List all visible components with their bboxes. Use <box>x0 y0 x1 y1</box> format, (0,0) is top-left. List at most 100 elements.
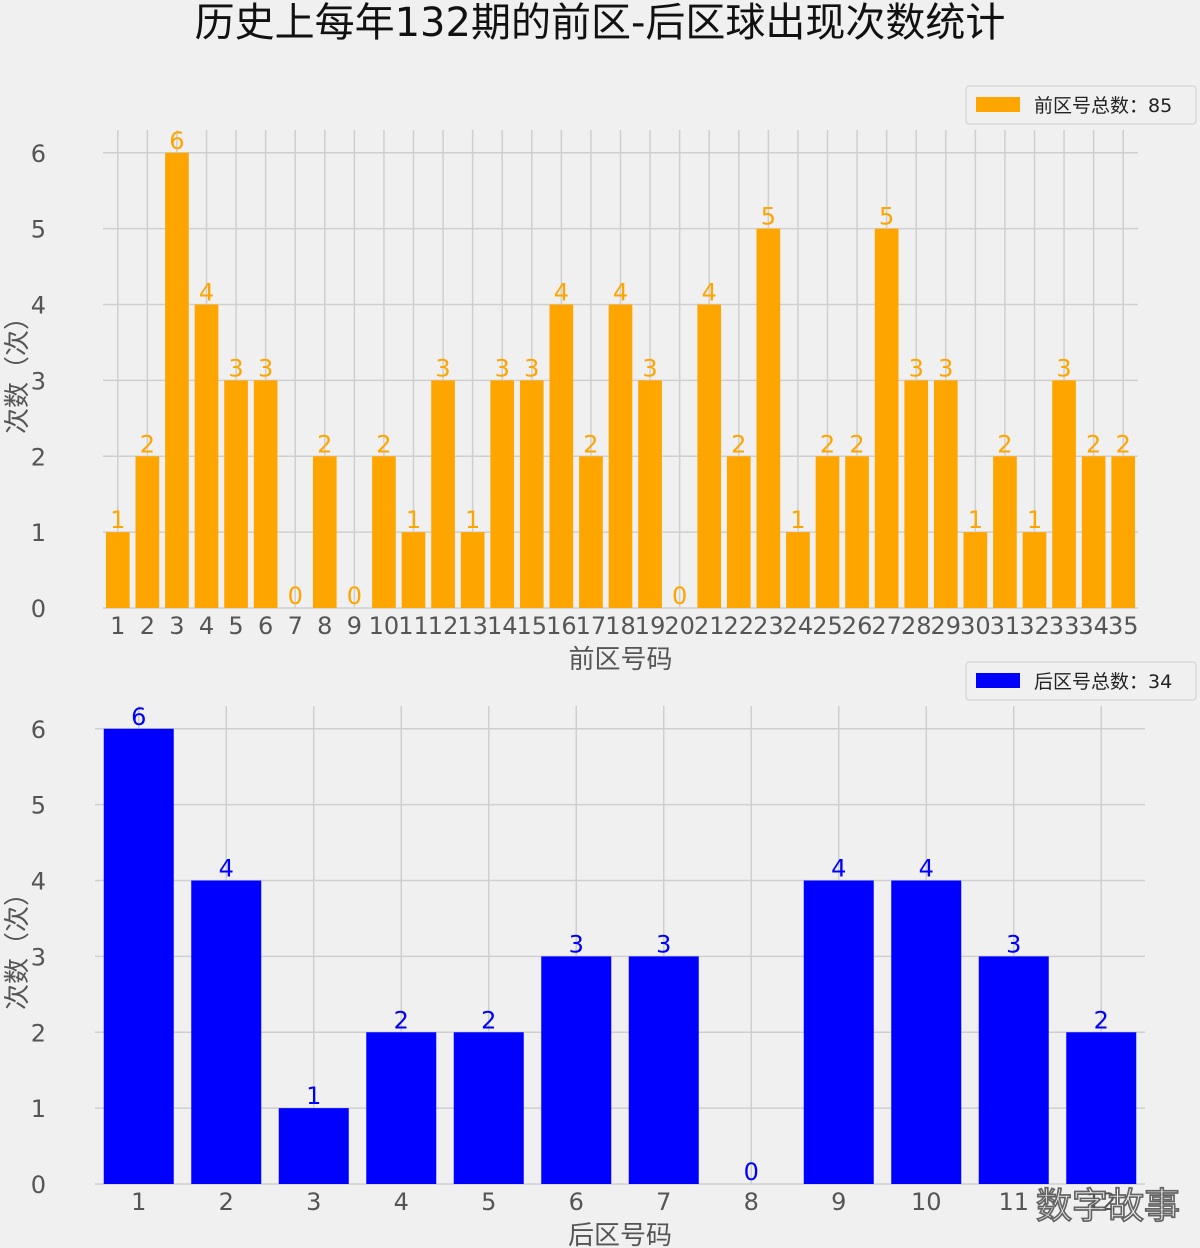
bar-value-label: 3 <box>642 354 657 382</box>
bar <box>579 456 603 608</box>
bar-value-label: 2 <box>997 430 1012 458</box>
x-tick-label: 24 <box>783 612 814 640</box>
bar-value-label: 4 <box>219 855 234 883</box>
bar-value-label: 4 <box>554 279 569 307</box>
x-tick-label: 32 <box>1019 612 1050 640</box>
x-tick-label: 10 <box>369 612 400 640</box>
x-tick-label: 1 <box>131 1188 146 1216</box>
y-axis-label: 次数（次） <box>3 880 33 1010</box>
y-tick-label: 2 <box>31 1019 46 1047</box>
bar-value-label: 1 <box>306 1082 321 1110</box>
x-tick-label: 4 <box>394 1188 409 1216</box>
bar-value-label: 2 <box>1086 430 1101 458</box>
x-tick-label: 23 <box>753 612 784 640</box>
bar <box>165 152 189 608</box>
bar-value-label: 1 <box>968 506 983 534</box>
x-tick-label: 26 <box>842 612 873 640</box>
y-tick-label: 0 <box>31 1171 46 1199</box>
bar-value-label: 6 <box>169 127 184 155</box>
bar <box>431 380 455 608</box>
bar-value-label: 3 <box>228 354 243 382</box>
x-tick-label: 14 <box>487 612 518 640</box>
x-tick-label: 8 <box>744 1188 759 1216</box>
bar-value-label: 2 <box>394 1006 409 1034</box>
x-tick-label: 13 <box>457 612 488 640</box>
bar <box>978 956 1049 1184</box>
bar <box>1111 456 1136 608</box>
bar <box>453 1032 524 1184</box>
bar <box>105 532 130 608</box>
bar <box>1022 532 1047 608</box>
bar-value-label: 2 <box>731 430 746 458</box>
bar-value-label: 2 <box>1094 1006 1109 1034</box>
bar-value-label: 3 <box>938 354 953 382</box>
x-tick-label: 11 <box>398 612 429 640</box>
bar <box>891 880 962 1184</box>
chart-title: 历史上每年132期的前区-后区球出现次数统计 <box>195 0 1006 46</box>
bar <box>541 956 612 1184</box>
legend-box <box>965 85 1197 125</box>
bar <box>697 304 722 608</box>
bar-value-label: 2 <box>583 430 598 458</box>
bar-value-label: 3 <box>909 354 924 382</box>
bar <box>933 380 958 608</box>
legend-label: 前区号总数：85 <box>1034 95 1172 117</box>
y-tick-label: 6 <box>31 140 46 168</box>
bar <box>1066 1032 1137 1184</box>
bar <box>803 880 874 1184</box>
x-tick-label: 11 <box>998 1188 1029 1216</box>
x-tick-label: 6 <box>258 612 273 640</box>
x-tick-label: 19 <box>635 612 666 640</box>
x-tick-label: 2 <box>140 612 155 640</box>
bar <box>815 456 840 608</box>
bar <box>638 380 662 608</box>
y-tick-label: 1 <box>31 519 46 547</box>
x-tick-label: 20 <box>664 612 695 640</box>
y-tick-label: 5 <box>31 216 46 244</box>
bar-value-label: 3 <box>495 354 510 382</box>
bar <box>726 456 751 608</box>
bar-value-label: 6 <box>131 703 146 731</box>
bar <box>786 532 810 608</box>
x-tick-label: 17 <box>576 612 607 640</box>
bar-value-label: 2 <box>317 430 332 458</box>
x-tick-label: 15 <box>517 612 548 640</box>
bar <box>993 456 1017 608</box>
x-axis-label: 前区号码 <box>568 645 672 675</box>
bar <box>372 456 396 608</box>
x-tick-label: 28 <box>901 612 932 640</box>
x-tick-label: 9 <box>831 1188 846 1216</box>
x-tick-label: 2 <box>219 1188 234 1216</box>
x-tick-label: 25 <box>812 612 843 640</box>
x-tick-label: 10 <box>911 1188 942 1216</box>
bar-value-label: 3 <box>1006 930 1021 958</box>
x-tick-label: 34 <box>1078 612 1109 640</box>
bar-value-label: 0 <box>672 582 687 610</box>
x-tick-label: 12 <box>1086 1188 1117 1216</box>
bar <box>549 304 574 608</box>
bar-value-label: 4 <box>702 279 717 307</box>
bar-value-label: 1 <box>1027 506 1042 534</box>
bar <box>845 456 869 608</box>
legend-swatch <box>976 97 1020 112</box>
bar-value-label: 2 <box>376 430 391 458</box>
bar-value-label: 4 <box>919 855 934 883</box>
bar <box>191 880 262 1184</box>
bar-value-label: 0 <box>744 1158 759 1186</box>
bar <box>194 304 219 608</box>
bar-value-label: 2 <box>481 1006 496 1034</box>
bar <box>401 532 426 608</box>
bar-value-label: 3 <box>569 930 584 958</box>
bar <box>904 380 929 608</box>
bar <box>135 456 160 608</box>
y-tick-label: 6 <box>31 716 46 744</box>
bar <box>756 228 781 608</box>
x-tick-label: 30 <box>960 612 991 640</box>
bar-value-label: 1 <box>406 506 421 534</box>
bar <box>1052 380 1076 608</box>
bar-value-label: 2 <box>820 430 835 458</box>
bar <box>1081 456 1106 608</box>
